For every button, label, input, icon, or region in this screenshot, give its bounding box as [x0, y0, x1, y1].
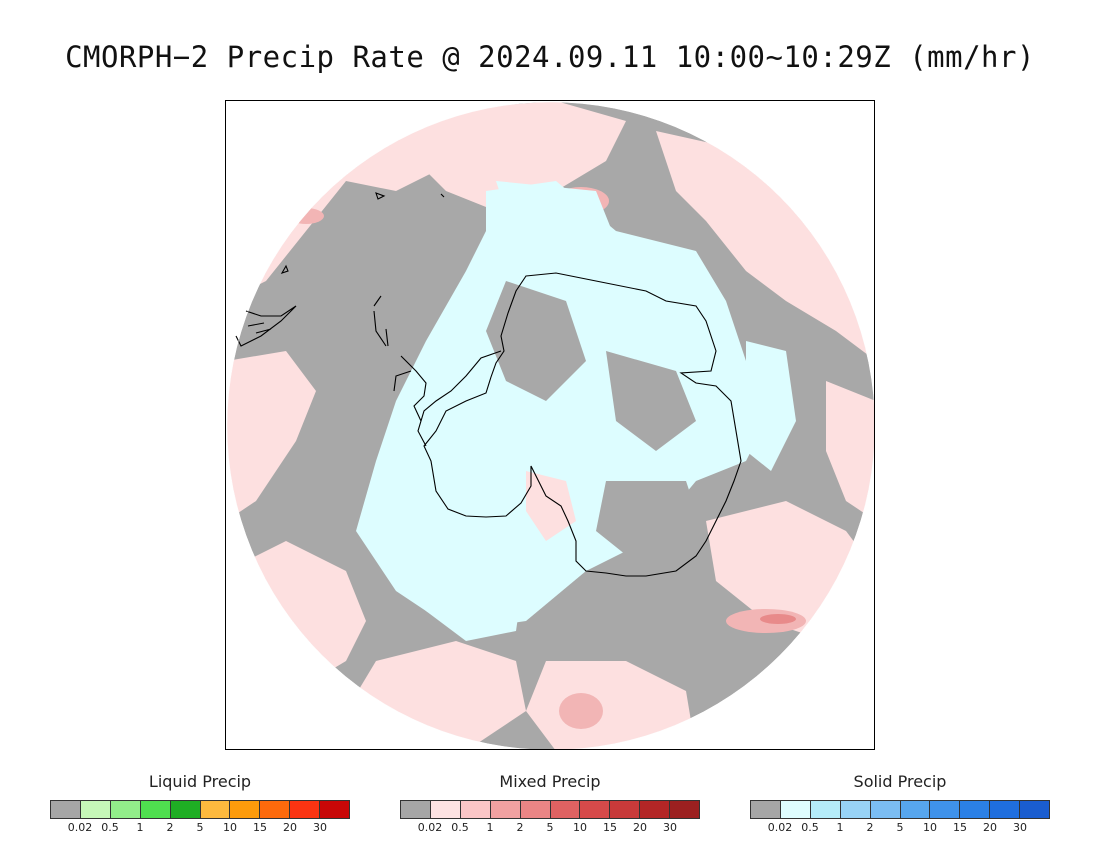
legend-swatch — [610, 801, 641, 818]
legend-tick-label: 1 — [136, 821, 144, 834]
legend-swatch — [550, 801, 581, 818]
coastlines — [235, 192, 742, 577]
legend-swatch — [140, 801, 171, 818]
coastline-antarctic-peninsula — [373, 295, 502, 447]
legend-swatch — [670, 801, 700, 818]
legend-tick-label: 20 — [283, 821, 297, 834]
no-precip-patch — [606, 351, 696, 451]
mixed-precip-region-sse — [526, 661, 696, 749]
legend-title: Solid Precip — [853, 772, 947, 791]
legend-tick-label: 20 — [983, 821, 997, 834]
legend-tick-label: 0.02 — [767, 821, 793, 834]
color-bar — [400, 800, 700, 819]
legend-tick-label: 5 — [196, 821, 204, 834]
legend-tick-label: 0.5 — [101, 821, 119, 834]
legend-swatch — [900, 801, 931, 818]
legend-tick-label: 10 — [223, 821, 237, 834]
mixed-precip-cell-strong — [760, 614, 796, 624]
legend-tick-label: 15 — [603, 821, 617, 834]
legend-tick-label: 1 — [836, 821, 844, 834]
mixed-precip-region-ross — [526, 471, 576, 541]
legend-mixed-precip: Mixed Precip 0.02 0.5 1 2 5 10 15 20 30 — [400, 772, 700, 837]
legend-tick-label: 5 — [896, 821, 904, 834]
coastline-east-antarctica — [423, 272, 742, 577]
mixed-precip-region-n — [416, 102, 626, 211]
mixed-precip-region-e — [826, 381, 874, 521]
mixed-precip-cell — [559, 693, 603, 729]
legend-tick-label: 10 — [923, 821, 937, 834]
legend-liquid-precip: Liquid Precip 0.02 0.5 1 2 5 10 15 20 30 — [50, 772, 350, 837]
coastline-south-america — [235, 305, 297, 347]
legend-tick-label: 0.02 — [417, 821, 443, 834]
solid-precip-region-streak — [386, 511, 526, 641]
legend-tick-label: 15 — [953, 821, 967, 834]
legend-tick-label: 30 — [1013, 821, 1027, 834]
legend-swatch — [870, 801, 901, 818]
legend-swatch — [290, 801, 321, 818]
legend-swatch — [580, 801, 611, 818]
legend-swatch — [80, 801, 111, 818]
coastline-islands — [280, 192, 445, 274]
legend-swatch — [751, 801, 781, 818]
legend-tick-label: 0.5 — [451, 821, 469, 834]
polar-map-svg — [226, 101, 874, 749]
legend-swatch — [200, 801, 231, 818]
legend-tick-label: 2 — [516, 821, 524, 834]
color-bar — [750, 800, 1050, 819]
legend-tick-label: 30 — [663, 821, 677, 834]
legend-tick-label: 0.02 — [67, 821, 93, 834]
solid-precip-region-north — [496, 181, 616, 261]
legend-swatch — [840, 801, 871, 818]
legend-tick-label: 5 — [546, 821, 554, 834]
legend-swatch — [110, 801, 141, 818]
legend-title: Mixed Precip — [499, 772, 601, 791]
legend-swatch — [430, 801, 461, 818]
legend-tick-label: 2 — [866, 821, 874, 834]
legend-swatch — [810, 801, 841, 818]
legend-tick-label: 15 — [253, 821, 267, 834]
legend-swatch — [640, 801, 671, 818]
legend-swatch — [1020, 801, 1050, 818]
legend-swatch — [170, 801, 201, 818]
legend-swatch — [930, 801, 961, 818]
polar-map — [225, 100, 875, 750]
legend-swatch — [490, 801, 521, 818]
precip-field — [227, 102, 874, 749]
no-precip-patch — [486, 281, 586, 401]
solid-precip-region-east — [746, 341, 796, 471]
legend-swatch — [401, 801, 431, 818]
legend-tick-label: 10 — [573, 821, 587, 834]
legend-swatch — [260, 801, 291, 818]
legend-swatch — [460, 801, 491, 818]
no-precip-patch — [596, 481, 706, 571]
legend-tick-label: 2 — [166, 821, 174, 834]
legend-tick-label: 1 — [486, 821, 494, 834]
tick-labels: 0.02 0.5 1 2 5 10 15 20 30 — [750, 821, 1050, 837]
chart-title: CMORPH−2 Precip Rate @ 2024.09.11 10:00~… — [65, 40, 1035, 74]
legend-title: Liquid Precip — [148, 772, 252, 791]
legend-swatch — [230, 801, 261, 818]
legend-swatch — [990, 801, 1021, 818]
legend-swatch — [51, 801, 81, 818]
legend-tick-label: 0.5 — [801, 821, 819, 834]
mixed-precip-cell — [288, 208, 324, 224]
legend-swatch — [780, 801, 811, 818]
legend-swatch — [320, 801, 350, 818]
tick-labels: 0.02 0.5 1 2 5 10 15 20 30 — [400, 821, 700, 837]
legend-tick-label: 20 — [633, 821, 647, 834]
legend-solid-precip: Solid Precip 0.02 0.5 1 2 5 10 15 20 30 — [750, 772, 1050, 837]
tick-labels: 0.02 0.5 1 2 5 10 15 20 30 — [50, 821, 350, 837]
legend-tick-label: 30 — [313, 821, 327, 834]
map-disc-edge — [226, 101, 874, 749]
legend-swatch — [520, 801, 551, 818]
mixed-precip-region-ne — [656, 131, 874, 361]
legend-swatch — [960, 801, 991, 818]
color-bar — [50, 800, 350, 819]
mixed-precip-region-w — [227, 351, 316, 521]
